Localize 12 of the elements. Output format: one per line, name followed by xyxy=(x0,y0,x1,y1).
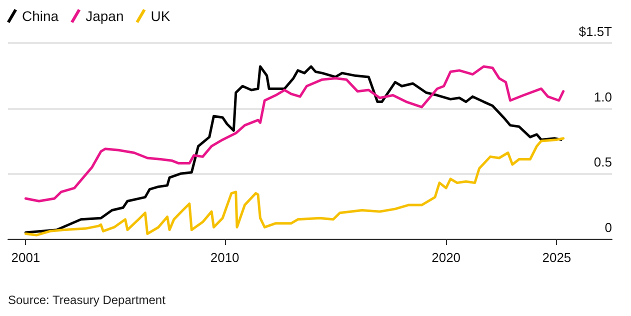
legend-label: UK xyxy=(150,8,171,24)
x-tick-label: 2025 xyxy=(542,250,572,265)
legend-label: Japan xyxy=(86,8,124,24)
legend-label: China xyxy=(22,8,59,24)
x-tick-label: 2010 xyxy=(210,250,240,265)
x-tick-label: 2001 xyxy=(11,250,40,265)
y-tick-label: 1.0 xyxy=(594,89,612,104)
y-tick-label: $1.5T xyxy=(578,24,612,39)
y-tick-label: 0 xyxy=(604,220,612,235)
source-note: Source: Treasury Department xyxy=(8,293,166,307)
x-tick-label: 2020 xyxy=(432,250,461,265)
y-tick-label: 0.5 xyxy=(594,154,612,170)
